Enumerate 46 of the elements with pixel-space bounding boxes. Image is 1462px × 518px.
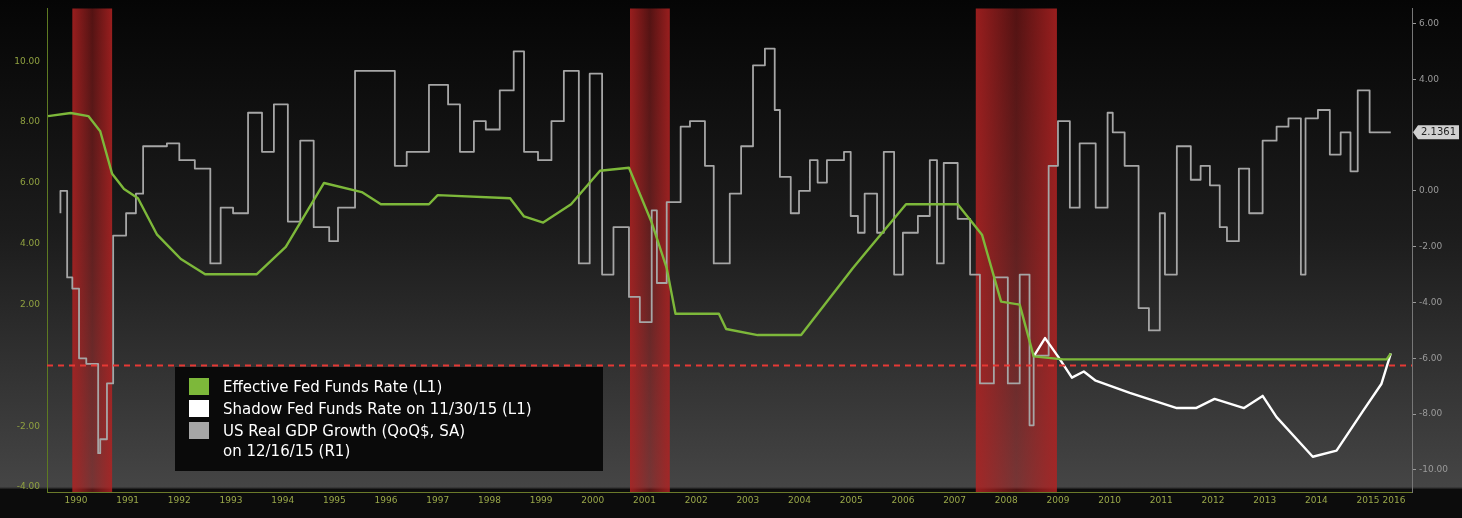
legend-label: Shadow Fed Funds Rate on 11/30/15 (L1) xyxy=(223,399,532,419)
y2-tick-label: -10.00 xyxy=(1419,464,1449,475)
y-tick-label: 2.00 xyxy=(19,298,41,309)
x-tick-label: 2010 xyxy=(1098,494,1122,505)
y2-tick-label: -6.00 xyxy=(1419,352,1443,363)
y2-tick-label: 6.00 xyxy=(1419,17,1440,28)
x-tick-label: 1990 xyxy=(64,494,88,505)
x-tick-label: 2016 xyxy=(1382,494,1406,505)
x-tick-label: 2011 xyxy=(1149,494,1173,505)
x-tick-label: 2004 xyxy=(788,494,812,505)
x-tick-label: 2008 xyxy=(994,494,1018,505)
x-tick-label: 2013 xyxy=(1253,494,1277,505)
x-tick-label: 2012 xyxy=(1201,494,1225,505)
y2-tick-label: -4.00 xyxy=(1419,296,1443,307)
x-tick-label: 1991 xyxy=(116,494,140,505)
x-tick-label: 2001 xyxy=(633,494,656,505)
x-tick-label: 1996 xyxy=(374,494,398,505)
y2-tick-label: -2.00 xyxy=(1419,241,1443,252)
x-tick-label: 2014 xyxy=(1304,494,1329,505)
x-tick-label: 1994 xyxy=(271,494,295,505)
x-tick-label: 1999 xyxy=(529,494,553,505)
x-tick-label: 1998 xyxy=(477,494,502,505)
legend-label: Effective Fed Funds Rate (L1) xyxy=(223,377,443,397)
x-tick-label: 2006 xyxy=(891,494,915,505)
x-tick-label: 2009 xyxy=(1046,494,1070,505)
x-tick-label: 2002 xyxy=(684,494,708,505)
x-tick-label: 1992 xyxy=(167,494,191,505)
x-tick-label: 2005 xyxy=(839,494,863,505)
x-tick-label: 1993 xyxy=(219,494,243,505)
y-tick-label: 10.00 xyxy=(14,55,41,66)
y2-tick-label: 4.00 xyxy=(1419,73,1440,84)
y-tick-label: 8.00 xyxy=(19,116,41,127)
x-tick-label: 1997 xyxy=(426,494,450,505)
y-tick-label: 6.00 xyxy=(19,177,41,188)
y-tick-label: -2.00 xyxy=(16,420,41,431)
y-tick-label: 4.00 xyxy=(19,238,41,249)
y-tick-label: -4.00 xyxy=(16,481,41,492)
x-tick-label: 1995 xyxy=(322,494,346,505)
x-tick-label: 2000 xyxy=(581,494,605,505)
x-tick-label: 2015 xyxy=(1356,494,1380,505)
legend-label: US Real GDP Growth (QoQ$, SA) on 12/16/15 (R1) xyxy=(223,421,466,461)
x-tick-label: 2007 xyxy=(943,494,967,505)
y2-tick-label: 0.00 xyxy=(1419,185,1440,196)
x-tick-label: 2003 xyxy=(736,494,760,505)
text: 2.1361 xyxy=(1421,125,1456,137)
y2-tick-label: -8.00 xyxy=(1419,408,1443,419)
